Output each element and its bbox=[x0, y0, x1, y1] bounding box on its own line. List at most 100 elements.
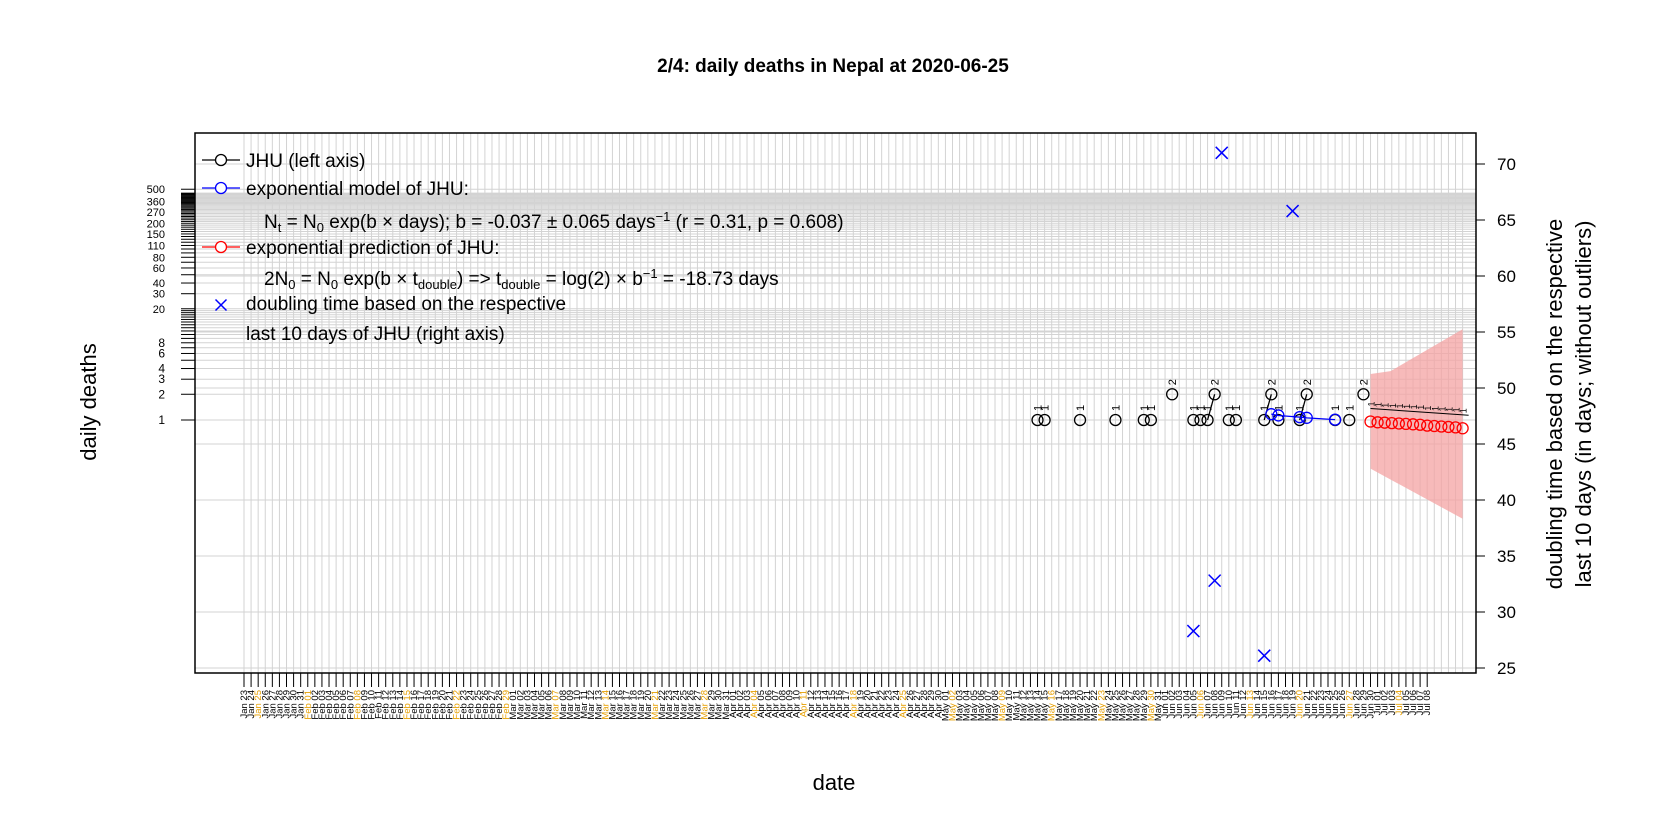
x-tick-label: Feb 19 bbox=[430, 690, 441, 720]
legend-label-doubling-1-part: doubling time based on the respective bbox=[246, 294, 566, 315]
legend-model-equation: Nt = N0 exp(b × days); b = -0.037 ± 0.06… bbox=[264, 209, 844, 235]
y-right-tick-label: 35 bbox=[1497, 547, 1516, 566]
jhu-value-label: 2 bbox=[1358, 379, 1370, 385]
x-axis-label: date bbox=[813, 770, 856, 795]
x-tick-label: Mar 22 bbox=[657, 690, 668, 720]
y-left-tick-label: 110 bbox=[147, 240, 165, 252]
x-tick-label: Apr 14 bbox=[820, 690, 831, 718]
x-tick-label: Apr 07 bbox=[770, 690, 781, 718]
x-tick-label: Feb 12 bbox=[381, 690, 392, 720]
x-tick-label: May 16 bbox=[1047, 690, 1058, 721]
x-tick-label: May 10 bbox=[1004, 690, 1015, 721]
x-tick-label: May 05 bbox=[969, 690, 980, 721]
legend-marker-jhu bbox=[214, 153, 228, 167]
x-tick-label: Feb 28 bbox=[494, 690, 505, 720]
x-tick-label: Jan 31 bbox=[296, 690, 307, 719]
prev-fit-label: 1 bbox=[1430, 406, 1440, 411]
prev-fit-label: 1 bbox=[1437, 406, 1447, 411]
x-tick-label: May 17 bbox=[1054, 690, 1065, 721]
x-tick-label: Feb 04 bbox=[324, 690, 335, 720]
x-tick-label: Mar 24 bbox=[671, 690, 682, 720]
x-tick-label: May 04 bbox=[962, 690, 973, 721]
prev-fit-label: 1 bbox=[1423, 406, 1433, 411]
jhu-point bbox=[1137, 413, 1150, 427]
prediction-point bbox=[1442, 420, 1455, 434]
x-tick-label: Apr 21 bbox=[870, 690, 881, 718]
x-tick-label: Feb 02 bbox=[310, 690, 321, 720]
x-tick-label: Jun 11 bbox=[1231, 690, 1242, 718]
x-tick-label: Jun 30 bbox=[1366, 690, 1377, 719]
prediction-point bbox=[1385, 416, 1398, 430]
jhu-point bbox=[1229, 413, 1243, 427]
prediction-point bbox=[1456, 422, 1469, 435]
x-tick-label: May 25 bbox=[1110, 690, 1121, 721]
legend: JHU (left axis) exponential model of JHU:… bbox=[202, 151, 844, 345]
x-tick-label: Mar 07 bbox=[551, 690, 562, 720]
x-tick-label: May 02 bbox=[948, 690, 959, 721]
doubling-time-marker bbox=[1208, 574, 1222, 588]
x-tick-label: Jun 06 bbox=[1195, 690, 1206, 719]
x-tick-label: Mar 10 bbox=[572, 690, 583, 720]
prediction-point bbox=[1406, 418, 1420, 431]
prev-fit-label: 1 bbox=[1367, 402, 1377, 407]
y-left-tick-label: 6 bbox=[158, 346, 165, 360]
x-tick-label: Mar 28 bbox=[700, 690, 711, 720]
y-right-tick-label: 40 bbox=[1497, 491, 1516, 510]
y-left-tick-label: 8 bbox=[158, 336, 165, 350]
y-axis-label-right-line1: doubling time based on the respective bbox=[1542, 219, 1567, 590]
legend-label-model: exponential model of JHU: bbox=[246, 179, 469, 200]
x-tick-label: May 18 bbox=[1061, 690, 1072, 721]
prev-fit-label: 1 bbox=[1409, 404, 1419, 409]
jhu-value-label: 1 bbox=[1040, 405, 1052, 411]
x-tick-label: May 14 bbox=[1033, 690, 1044, 721]
x-tick-label: May 28 bbox=[1132, 690, 1143, 721]
x-tick-label: Mar 11 bbox=[579, 690, 590, 719]
x-tick-label: Apr 28 bbox=[919, 690, 930, 718]
x-tick-label: Apr 11 bbox=[799, 690, 810, 717]
x-tick-label: Feb 29 bbox=[501, 690, 512, 720]
legend-prediction-equation-part: double bbox=[418, 277, 457, 292]
y-right-tick-label: 45 bbox=[1497, 435, 1516, 454]
legend-marker-doubling-stroke bbox=[214, 298, 228, 312]
x-tick-label: Mar 25 bbox=[678, 690, 689, 720]
x-tick-label: Jun 17 bbox=[1273, 690, 1284, 719]
x-tick-label: Mar 06 bbox=[544, 690, 555, 720]
x-tick-label: Feb 17 bbox=[416, 690, 427, 720]
jhu-point bbox=[1109, 413, 1122, 427]
doubling-time-marker bbox=[1186, 624, 1200, 638]
x-tick-label: Jun 07 bbox=[1203, 690, 1214, 719]
x-tick-label: Jul 04 bbox=[1394, 690, 1405, 715]
x-tick-label: Jun 25 bbox=[1330, 690, 1341, 719]
legend-prediction-equation-part: 2N bbox=[264, 269, 288, 290]
x-tick-label: Feb 11 bbox=[374, 690, 385, 719]
x-tick-label: May 22 bbox=[1089, 690, 1100, 721]
x-tick-label: May 07 bbox=[983, 690, 994, 721]
jhu-value-label: 2 bbox=[1210, 379, 1222, 385]
y-left-tick-label: 270 bbox=[147, 207, 165, 219]
jhu-point bbox=[1031, 413, 1044, 427]
x-tick-label: Jun 24 bbox=[1323, 690, 1334, 719]
jhu-value-label: 1 bbox=[1295, 405, 1307, 411]
legend-prediction-equation-part: = N bbox=[296, 269, 331, 290]
x-tick-label: May 15 bbox=[1040, 690, 1051, 721]
y-left-tick-label: 20 bbox=[153, 304, 165, 316]
model-point bbox=[1300, 411, 1313, 424]
legend-model-equation-part: exp(b × days); b = -0.037 ± 0.065 days bbox=[324, 212, 656, 233]
y-left-tick-label: 200 bbox=[147, 218, 165, 230]
jhu-point bbox=[1144, 413, 1158, 427]
model-line bbox=[1271, 413, 1336, 421]
x-tick-label: May 29 bbox=[1139, 690, 1150, 721]
x-tick-label: Mar 14 bbox=[600, 690, 611, 720]
prediction-point bbox=[1421, 419, 1434, 432]
x-tick-label: May 24 bbox=[1103, 690, 1114, 721]
x-tick-label: Jun 10 bbox=[1224, 690, 1235, 719]
x-tick-label: May 06 bbox=[976, 690, 987, 721]
jhu-point bbox=[1222, 413, 1235, 427]
jhu-point bbox=[1194, 413, 1207, 427]
x-tick-label: Apr 27 bbox=[912, 690, 923, 718]
x-tick-label: Apr 20 bbox=[862, 690, 873, 718]
x-tick-label: Mar 15 bbox=[607, 690, 618, 720]
x-tick-label: Jun 08 bbox=[1210, 690, 1221, 719]
